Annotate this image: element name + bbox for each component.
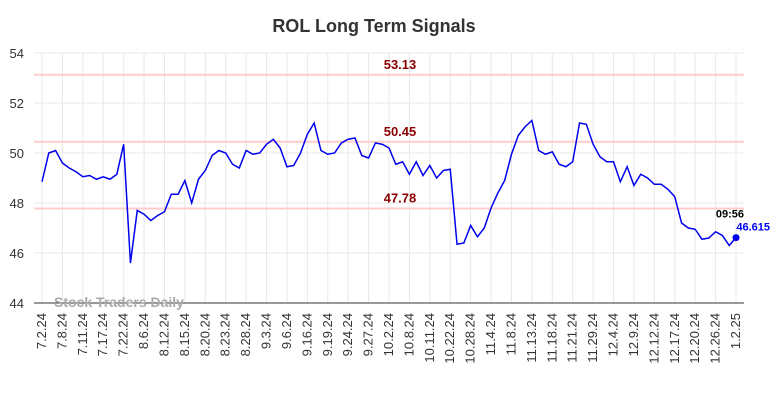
y-tick-label: 52	[10, 96, 24, 111]
x-tick-label: 8.15.24	[177, 313, 192, 356]
x-tick-label: 8.23.24	[218, 313, 233, 356]
x-tick-label: 11.13.24	[524, 313, 539, 363]
chart-title: ROL Long Term Signals	[272, 16, 475, 36]
x-tick-label: 7.11.24	[75, 313, 90, 355]
x-tick-label: 7.17.24	[95, 313, 110, 356]
last-point	[732, 234, 740, 242]
x-tick-label: 8.20.24	[197, 313, 212, 356]
x-tick-label: 9.27.24	[361, 313, 376, 356]
x-tick-label: 12.4.24	[606, 313, 621, 356]
x-tick-label: 12.9.24	[626, 313, 641, 356]
ref-label: 47.78	[384, 191, 417, 206]
y-tick-label: 44	[10, 296, 24, 311]
x-tick-label: 8.28.24	[238, 313, 253, 356]
y-tick-label: 54	[10, 46, 24, 61]
x-tick-label: 10.11.24	[422, 313, 437, 363]
x-tick-label: 9.24.24	[340, 313, 355, 356]
x-tick-label: 7.22.24	[116, 313, 131, 356]
last-value: 46.615	[736, 222, 770, 234]
x-tick-label: 10.8.24	[401, 313, 416, 356]
x-tick-label: 11.29.24	[585, 313, 600, 363]
x-tick-label: 9.19.24	[320, 313, 335, 356]
x-tick-label: 12.26.24	[708, 313, 723, 364]
x-tick-label: 9.3.24	[259, 313, 274, 349]
x-tick-label: 12.12.24	[646, 313, 661, 364]
x-tick-label: 8.6.24	[136, 313, 151, 349]
x-tick-label: 12.17.24	[667, 313, 682, 364]
ref-label: 53.13	[384, 57, 417, 72]
x-tick-label: 1.2.25	[728, 313, 743, 349]
x-tick-label: 7.2.24	[34, 313, 49, 349]
x-tick-label: 7.8.24	[54, 313, 69, 349]
x-tick-label: 10.22.24	[442, 313, 457, 364]
x-tick-label: 11.18.24	[544, 313, 559, 363]
x-tick-label: 11.21.24	[565, 313, 580, 363]
x-tick-label: 10.2.24	[381, 313, 396, 356]
x-tick-label: 9.16.24	[299, 313, 314, 356]
x-tick-label: 9.6.24	[279, 313, 294, 349]
watermark: Stock Traders Daily	[54, 294, 184, 310]
x-tick-label: 8.12.24	[156, 313, 171, 356]
x-tick-label: 11.8.24	[503, 313, 518, 355]
y-tick-label: 48	[10, 196, 24, 211]
x-tick-label: 12.20.24	[687, 313, 702, 364]
y-tick-label: 46	[10, 246, 24, 261]
x-tick-label: 10.28.24	[463, 313, 478, 364]
ref-label: 50.45	[384, 124, 417, 139]
y-tick-label: 50	[10, 146, 24, 161]
series-line	[41, 119, 737, 264]
x-tick-label: 11.4.24	[483, 313, 498, 355]
last-time: 09:56	[716, 209, 744, 221]
